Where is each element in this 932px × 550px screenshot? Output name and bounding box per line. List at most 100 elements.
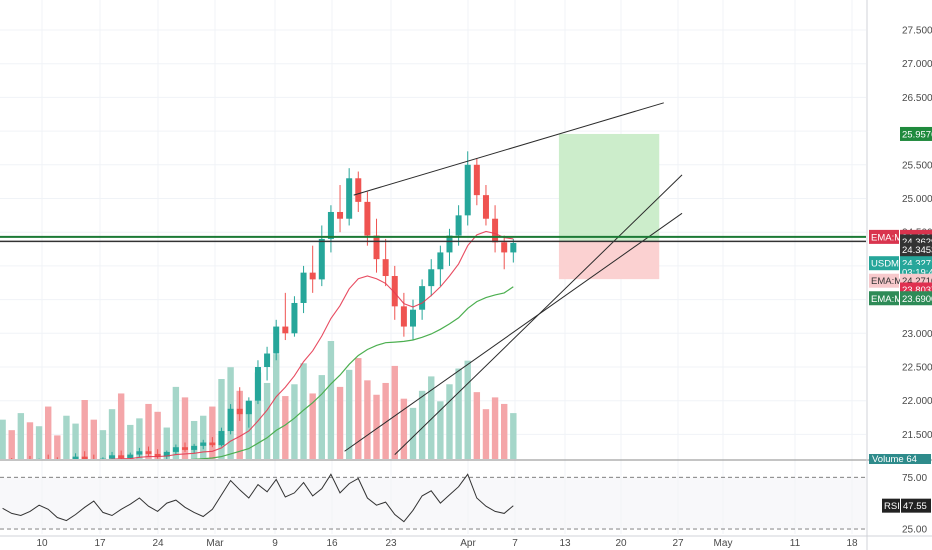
candle-body (419, 286, 426, 310)
candle-body (437, 252, 444, 270)
position-tool[interactable] (558, 133, 660, 280)
time-tick-label: 18 (846, 538, 858, 549)
volume-bar (345, 369, 353, 459)
rsi-pane: 75.00 25.00 RSI 47.55 (0, 473, 931, 535)
volume-bar (35, 426, 43, 459)
candle-body (428, 269, 435, 287)
volume-bar (482, 409, 490, 459)
candle-body (327, 211, 334, 239)
candle-body (410, 309, 416, 327)
volume-bar (17, 413, 25, 459)
price-tag: 24.34531 (900, 242, 932, 257)
volume-bar (391, 365, 398, 459)
volume-bar (327, 341, 335, 459)
rsi-tick-label: 75.00 (902, 473, 927, 484)
volume-bar (282, 396, 289, 459)
time-tick-label: 17 (94, 538, 106, 549)
volume-bar (464, 360, 471, 459)
candle-body (254, 367, 261, 401)
volume-bar (200, 415, 207, 459)
candle-body (291, 302, 298, 334)
volume-bar (181, 397, 189, 459)
price-tag-value: 25.95762 (902, 129, 932, 140)
volume-bar (382, 382, 389, 459)
loss-zone (558, 241, 660, 280)
volume-bar (418, 390, 426, 459)
price-tick-label: 27.50000 (902, 26, 932, 37)
volume-bar (63, 415, 70, 459)
volume-bar (0, 419, 6, 459)
rsi-name: RSI (884, 501, 900, 512)
candle-body (227, 408, 234, 432)
price-tag-value: 23.80377 (902, 285, 932, 296)
volume-bar (154, 411, 161, 459)
volume-bar (163, 427, 170, 459)
candle-body (163, 451, 170, 457)
volume-bar (501, 403, 508, 459)
volume-tag-badge (869, 454, 931, 464)
candle-body (245, 400, 252, 415)
price-tick-label: 22.50000 (902, 363, 932, 374)
candle-body (492, 218, 499, 243)
volume-bar (428, 376, 435, 459)
volume-bars (0, 341, 517, 459)
volume-bar (108, 409, 116, 459)
volume-bar (127, 424, 134, 459)
candle-body (209, 442, 216, 446)
price-tag-name: EMA:MA (871, 232, 909, 243)
volume-bar (409, 407, 417, 459)
time-axis[interactable]: 10 17 24 Mar 9 16 23 Apr 7 13 20 27 May 11 18 (36, 538, 858, 549)
candle-body (81, 456, 88, 459)
candle-body (346, 178, 353, 219)
price-tag-name: USDMXN (871, 259, 912, 270)
trend-line (344, 212, 683, 452)
time-tick-label: 13 (559, 538, 571, 549)
price-tag-value: 24.27104 (902, 276, 932, 287)
time-tick-label: 24 (152, 538, 164, 549)
candle-body (309, 272, 316, 280)
candle-body (337, 211, 344, 219)
candle-body (127, 454, 134, 458)
price-tags: Volume 6425.95762EMA:MA24.4304724.362952… (869, 126, 932, 465)
time-tick-label: 27 (672, 538, 684, 549)
time-tick-label: Mar (206, 538, 224, 549)
candle-body (99, 458, 106, 459)
volume-bar (90, 419, 97, 459)
candle-body (136, 451, 143, 455)
rsi-tick-label: 25.00 (902, 524, 927, 535)
price-tag-value: 23.69002 (902, 294, 932, 305)
volume-bar (336, 386, 344, 459)
volume-bar (373, 394, 380, 459)
volume-bar (291, 384, 298, 459)
volume-bar (117, 393, 125, 459)
trend-line (353, 102, 664, 196)
candle-body (145, 451, 152, 454)
price-tick-label: 26.50000 (902, 93, 932, 104)
ema-slow-line (190, 286, 514, 459)
price-tag-name-badge (869, 229, 899, 244)
volume-bar (72, 423, 79, 459)
candle-body (264, 353, 271, 367)
time-tick-label: 20 (615, 538, 627, 549)
price-tick-label: 21.50000 (902, 430, 932, 441)
candle-body (391, 276, 398, 307)
price-tag-name: EMA:MA (871, 276, 909, 287)
candle-body (364, 201, 371, 236)
ema-fast-line (108, 230, 514, 459)
rsi-tag: RSI 47.55 (882, 498, 931, 513)
volume-bar (8, 430, 15, 459)
price-tick-label: 27.00000 (902, 59, 932, 70)
volume-bar (172, 386, 180, 459)
time-tick-label: 7 (512, 538, 518, 549)
rsi-value-badge (901, 498, 931, 513)
trend-lines[interactable] (344, 102, 683, 455)
candle-body (446, 235, 453, 253)
price-tick-label: 25.00000 (902, 194, 932, 205)
volume-bar (45, 406, 52, 459)
price-tag-name-badge (869, 273, 899, 288)
time-tick-label: 23 (385, 538, 397, 549)
candle-body (200, 442, 207, 446)
